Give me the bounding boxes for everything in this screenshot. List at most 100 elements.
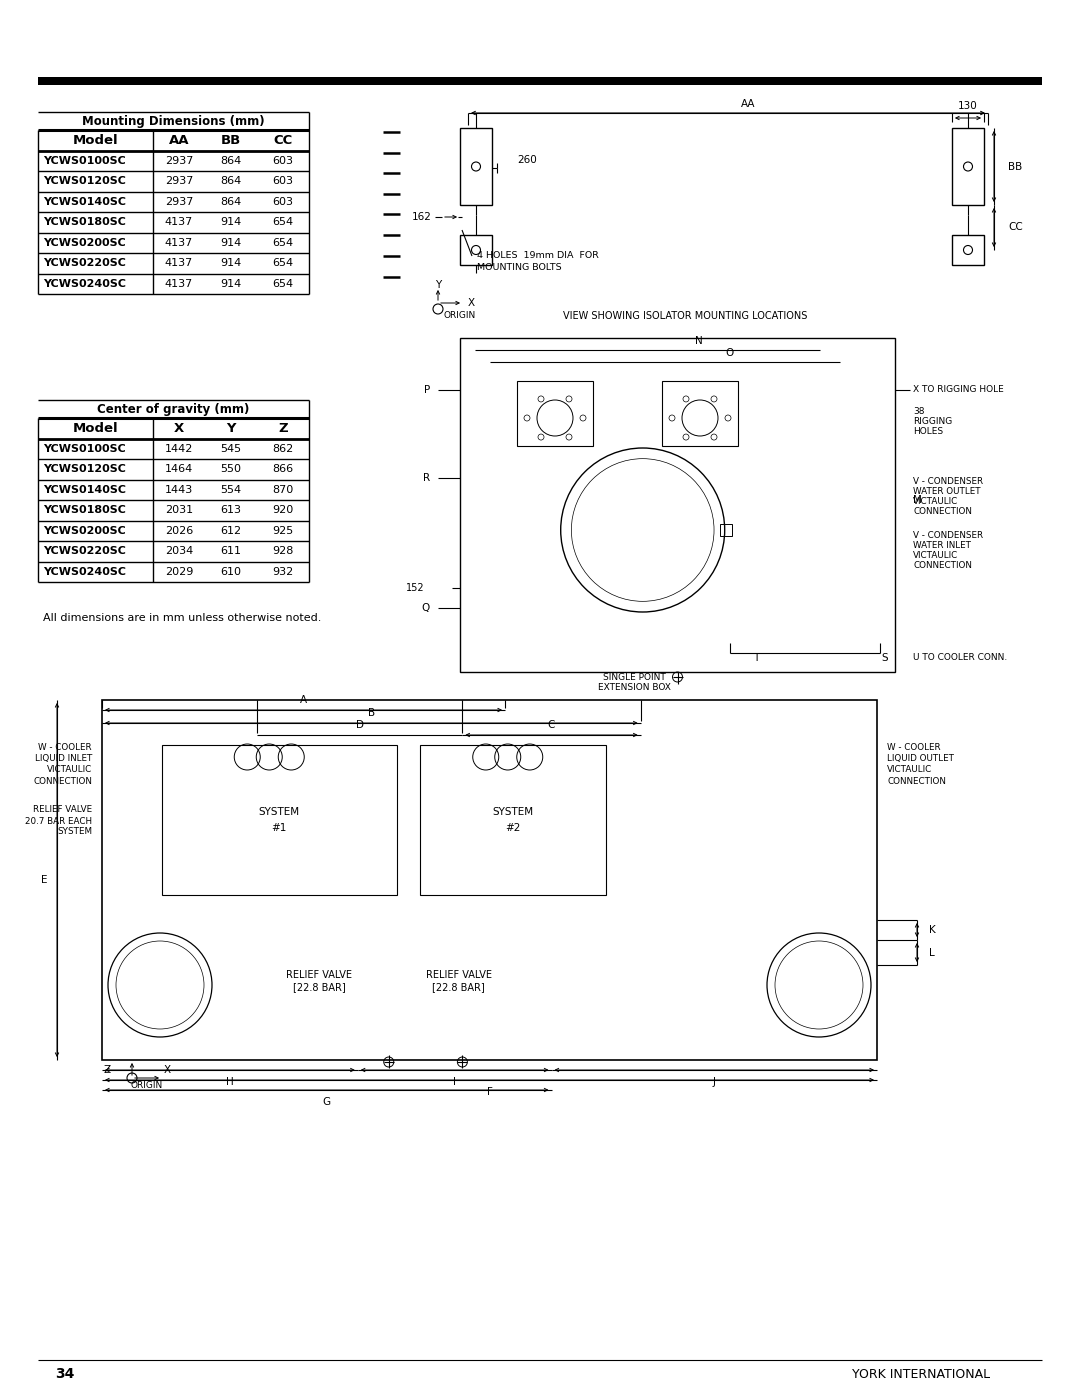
Text: Y: Y <box>226 422 235 434</box>
Text: A: A <box>300 694 307 705</box>
Text: 603: 603 <box>272 197 294 207</box>
Bar <box>102 700 877 1060</box>
Text: 130: 130 <box>958 101 977 110</box>
Text: BB: BB <box>221 134 241 147</box>
Text: YCWS0200SC: YCWS0200SC <box>43 525 125 536</box>
Text: 4 HOLES  19mm DIA  FOR: 4 HOLES 19mm DIA FOR <box>477 251 599 260</box>
Text: N: N <box>696 337 703 346</box>
Text: YCWS0240SC: YCWS0240SC <box>43 279 126 289</box>
Text: AA: AA <box>168 134 189 147</box>
Text: 34: 34 <box>55 1368 75 1382</box>
Text: LIQUID INLET: LIQUID INLET <box>35 754 92 764</box>
Text: ORIGIN: ORIGIN <box>131 1081 163 1091</box>
Text: 1442: 1442 <box>165 444 193 454</box>
Text: All dimensions are in mm unless otherwise noted.: All dimensions are in mm unless otherwis… <box>43 613 322 623</box>
Text: C: C <box>548 719 555 731</box>
Text: X: X <box>174 422 184 434</box>
Text: 2031: 2031 <box>165 506 193 515</box>
Text: 654: 654 <box>272 218 294 228</box>
Text: YORK INTERNATIONAL: YORK INTERNATIONAL <box>852 1368 990 1380</box>
Text: O: O <box>726 348 733 358</box>
Text: 2034: 2034 <box>165 546 193 556</box>
Text: P: P <box>423 386 430 395</box>
Text: YCWS0220SC: YCWS0220SC <box>43 546 126 556</box>
Text: 654: 654 <box>272 237 294 247</box>
Text: 1443: 1443 <box>165 485 193 495</box>
Text: HOLES: HOLES <box>913 427 943 436</box>
Text: 864: 864 <box>220 176 242 186</box>
Text: YCWS0100SC: YCWS0100SC <box>43 155 125 166</box>
Text: 2029: 2029 <box>165 567 193 577</box>
Text: YCWS0140SC: YCWS0140SC <box>43 485 126 495</box>
Bar <box>951 235 984 265</box>
Text: CONNECTION: CONNECTION <box>33 777 92 785</box>
Bar <box>951 129 984 205</box>
Text: F: F <box>487 1087 492 1097</box>
Text: 550: 550 <box>220 464 242 474</box>
Text: [22.8 BAR]: [22.8 BAR] <box>293 982 346 992</box>
Text: X TO RIGGING HOLE: X TO RIGGING HOLE <box>913 386 1003 394</box>
Text: 864: 864 <box>220 155 242 166</box>
Text: Mounting Dimensions (mm): Mounting Dimensions (mm) <box>82 115 265 127</box>
Text: VICTAULIC: VICTAULIC <box>887 766 932 774</box>
Text: AA: AA <box>741 99 755 109</box>
Text: YCWS0220SC: YCWS0220SC <box>43 258 126 268</box>
Text: W - COOLER: W - COOLER <box>887 743 941 753</box>
Text: 654: 654 <box>272 279 294 289</box>
Text: 870: 870 <box>272 485 294 495</box>
Bar <box>420 745 606 895</box>
Text: 2937: 2937 <box>165 176 193 186</box>
Text: 545: 545 <box>220 444 242 454</box>
Bar <box>460 129 492 205</box>
Text: SYSTEM: SYSTEM <box>259 807 300 817</box>
Text: 4137: 4137 <box>165 258 193 268</box>
Text: V - CONDENSER: V - CONDENSER <box>913 531 983 539</box>
Text: 654: 654 <box>272 258 294 268</box>
Text: J: J <box>713 1077 716 1087</box>
Text: YCWS0180SC: YCWS0180SC <box>43 506 126 515</box>
Bar <box>719 524 732 536</box>
Text: Z: Z <box>104 1065 110 1076</box>
Text: RIGGING: RIGGING <box>913 418 953 426</box>
Text: Q: Q <box>422 604 430 613</box>
Text: RELIEF VALVE: RELIEF VALVE <box>32 806 92 814</box>
Bar <box>460 338 895 672</box>
Text: I: I <box>454 1077 456 1087</box>
Text: 866: 866 <box>272 464 294 474</box>
Text: S: S <box>881 652 889 664</box>
Text: 603: 603 <box>272 176 294 186</box>
Text: V - CONDENSER: V - CONDENSER <box>913 478 983 486</box>
Text: SINGLE POINT: SINGLE POINT <box>603 673 665 683</box>
Text: YCWS0100SC: YCWS0100SC <box>43 444 125 454</box>
Text: 2026: 2026 <box>165 525 193 536</box>
Text: CONNECTION: CONNECTION <box>913 507 972 517</box>
Text: YCWS0120SC: YCWS0120SC <box>43 176 126 186</box>
Text: 38: 38 <box>913 408 924 416</box>
Text: EXTENSION BOX: EXTENSION BOX <box>597 683 671 693</box>
Text: Center of gravity (mm): Center of gravity (mm) <box>97 402 249 415</box>
Text: 612: 612 <box>220 525 242 536</box>
Text: Model: Model <box>72 422 119 434</box>
Text: 864: 864 <box>220 197 242 207</box>
Text: SYSTEM: SYSTEM <box>57 827 92 837</box>
Text: 2937: 2937 <box>165 197 193 207</box>
Text: 920: 920 <box>272 506 294 515</box>
Text: YCWS0140SC: YCWS0140SC <box>43 197 126 207</box>
Text: 611: 611 <box>220 546 242 556</box>
Text: CC: CC <box>273 134 293 147</box>
Text: 925: 925 <box>272 525 294 536</box>
Text: 1464: 1464 <box>165 464 193 474</box>
Text: RELIEF VALVE: RELIEF VALVE <box>426 970 491 981</box>
Text: [22.8 BAR]: [22.8 BAR] <box>432 982 485 992</box>
Text: 610: 610 <box>220 567 242 577</box>
Text: VICTAULIC: VICTAULIC <box>46 766 92 774</box>
Text: YCWS0120SC: YCWS0120SC <box>43 464 126 474</box>
Text: U TO COOLER CONN.: U TO COOLER CONN. <box>913 654 1008 662</box>
Text: 914: 914 <box>220 237 242 247</box>
Bar <box>162 745 396 895</box>
Text: B: B <box>368 708 375 718</box>
Text: VICTAULIC: VICTAULIC <box>913 497 958 507</box>
Text: YCWS0180SC: YCWS0180SC <box>43 218 126 228</box>
Text: YCWS0240SC: YCWS0240SC <box>43 567 126 577</box>
Text: W - COOLER: W - COOLER <box>39 743 92 753</box>
